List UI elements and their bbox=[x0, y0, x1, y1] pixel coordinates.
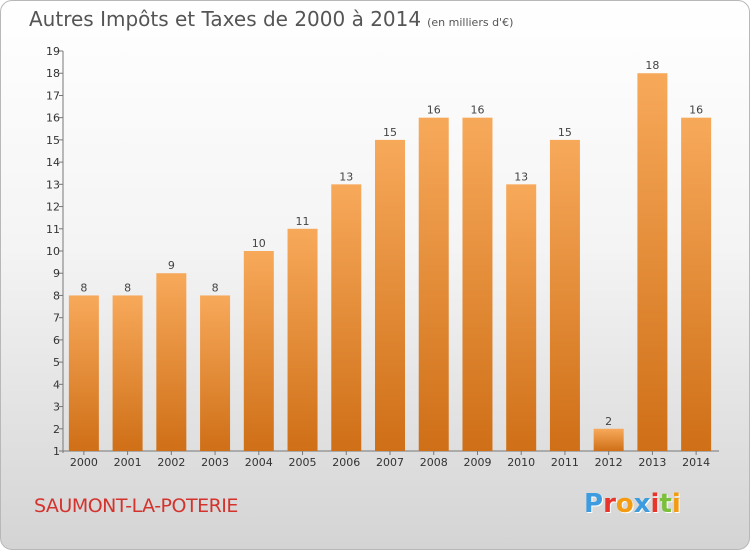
bar bbox=[112, 295, 143, 451]
y-tick-label: 2 bbox=[53, 423, 60, 436]
bar-value-label: 9 bbox=[168, 259, 175, 272]
x-tick-label: 2013 bbox=[638, 456, 666, 469]
y-tick-label: 15 bbox=[46, 134, 60, 147]
bar bbox=[637, 73, 668, 451]
bar-value-label: 16 bbox=[427, 104, 441, 117]
y-tick-label: 3 bbox=[53, 401, 60, 414]
bar bbox=[287, 228, 318, 451]
bar-value-label: 16 bbox=[470, 104, 484, 117]
x-tick-label: 2011 bbox=[551, 456, 579, 469]
y-tick-label: 18 bbox=[46, 67, 60, 80]
bar bbox=[506, 184, 537, 452]
bar-value-label: 15 bbox=[383, 126, 397, 139]
bar bbox=[331, 184, 362, 452]
y-tick-label: 1 bbox=[53, 445, 60, 458]
bar bbox=[200, 295, 231, 451]
x-tick-label: 2002 bbox=[157, 456, 185, 469]
x-tick-label: 2006 bbox=[332, 456, 360, 469]
x-tick-label: 2008 bbox=[420, 456, 448, 469]
y-tick-label: 4 bbox=[53, 378, 60, 391]
bar-value-label: 8 bbox=[124, 281, 131, 294]
y-tick-label: 5 bbox=[53, 356, 60, 369]
y-tick-label: 13 bbox=[46, 178, 60, 191]
chart-title-text: Autres Impôts et Taxes de 2000 à 2014 bbox=[29, 7, 422, 31]
y-tick-label: 19 bbox=[46, 45, 60, 58]
x-tick-label: 2009 bbox=[463, 456, 491, 469]
bar bbox=[243, 251, 274, 451]
bar bbox=[681, 117, 712, 452]
bar bbox=[418, 117, 449, 452]
bar-value-label: 8 bbox=[212, 281, 219, 294]
x-tick-label: 2007 bbox=[376, 456, 404, 469]
bar bbox=[549, 139, 580, 451]
y-tick-label: 8 bbox=[53, 289, 60, 302]
y-tick-label: 6 bbox=[53, 334, 60, 347]
bar-value-label: 10 bbox=[252, 237, 266, 250]
bar bbox=[462, 117, 493, 452]
bar-value-label: 13 bbox=[339, 170, 353, 183]
chart-unit: (en milliers d'€) bbox=[427, 16, 514, 29]
x-tick-label: 2005 bbox=[289, 456, 317, 469]
y-tick-label: 9 bbox=[53, 267, 60, 280]
bar-value-label: 2 bbox=[605, 415, 612, 428]
bar-value-label: 11 bbox=[296, 215, 310, 228]
x-tick-label: 2004 bbox=[245, 456, 273, 469]
y-tick-label: 10 bbox=[46, 245, 60, 258]
y-tick-label: 14 bbox=[46, 156, 60, 169]
bar bbox=[593, 428, 624, 451]
logo-letter: i bbox=[671, 489, 681, 519]
x-tick-label: 2012 bbox=[595, 456, 623, 469]
bar-value-label: 15 bbox=[558, 126, 572, 139]
bar-value-label: 16 bbox=[689, 104, 703, 117]
y-tick-label: 17 bbox=[46, 89, 60, 102]
proxiti-logo: Proxiti bbox=[584, 489, 681, 519]
logo-letter: t bbox=[659, 489, 672, 519]
logo-letter: x bbox=[633, 489, 651, 519]
logo-letter: i bbox=[650, 489, 660, 519]
logo-letter: o bbox=[615, 489, 634, 519]
x-tick-label: 2003 bbox=[201, 456, 229, 469]
y-tick-label: 12 bbox=[46, 201, 60, 214]
bar-value-label: 18 bbox=[645, 59, 659, 72]
bar bbox=[375, 139, 405, 451]
bar bbox=[68, 295, 99, 451]
y-tick-label: 11 bbox=[46, 223, 60, 236]
bar bbox=[156, 273, 187, 451]
x-tick-label: 2014 bbox=[682, 456, 710, 469]
commune-name: SAUMONT-LA-POTERIE bbox=[34, 495, 238, 517]
x-tick-label: 2001 bbox=[114, 456, 142, 469]
bar-value-label: 13 bbox=[514, 170, 528, 183]
x-tick-label: 2010 bbox=[507, 456, 535, 469]
y-tick-label: 16 bbox=[46, 112, 60, 125]
chart-title: Autres Impôts et Taxes de 2000 à 2014 (en… bbox=[29, 7, 513, 31]
y-tick-label: 7 bbox=[53, 312, 60, 325]
logo-letter: P bbox=[584, 489, 604, 519]
x-tick-label: 2000 bbox=[70, 456, 98, 469]
logo-letter: r bbox=[603, 489, 616, 519]
bar-value-label: 8 bbox=[80, 281, 87, 294]
